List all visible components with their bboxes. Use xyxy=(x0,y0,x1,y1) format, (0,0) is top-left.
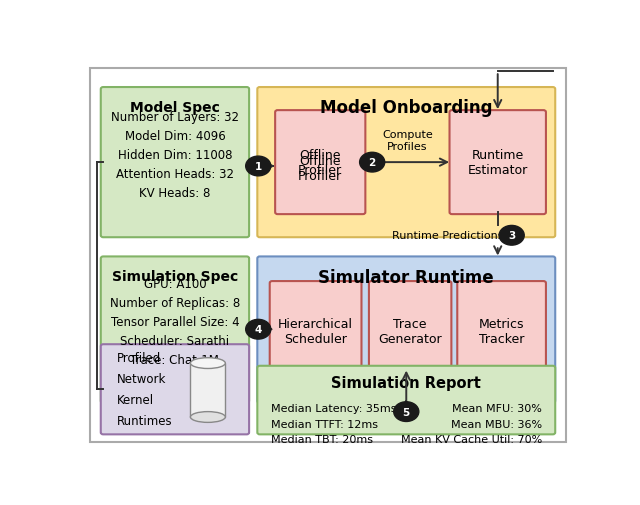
Circle shape xyxy=(246,157,271,176)
Ellipse shape xyxy=(191,412,225,423)
Text: 5: 5 xyxy=(403,407,410,417)
Text: Offline
Profiler: Offline Profiler xyxy=(298,155,342,183)
FancyBboxPatch shape xyxy=(90,68,566,442)
Ellipse shape xyxy=(191,358,225,369)
FancyBboxPatch shape xyxy=(275,111,365,215)
Text: Runtime Predictions: Runtime Predictions xyxy=(392,231,504,241)
Bar xyxy=(191,364,225,417)
Text: Simulation Report: Simulation Report xyxy=(332,376,481,391)
Text: Compute
Profiles: Compute Profiles xyxy=(382,130,433,152)
FancyBboxPatch shape xyxy=(100,88,249,238)
FancyBboxPatch shape xyxy=(457,281,546,381)
Text: Profiled
Network
Kernel
Runtimes: Profiled Network Kernel Runtimes xyxy=(117,351,173,427)
Text: Runtime
Estimator: Runtime Estimator xyxy=(468,149,528,177)
FancyBboxPatch shape xyxy=(257,88,556,238)
Text: Simulator Runtime: Simulator Runtime xyxy=(319,268,494,286)
FancyBboxPatch shape xyxy=(449,111,546,215)
Text: Hierarchical
Scheduler: Hierarchical Scheduler xyxy=(278,318,353,345)
Text: Offline
Profiler: Offline Profiler xyxy=(298,149,342,177)
Circle shape xyxy=(394,402,419,422)
FancyBboxPatch shape xyxy=(257,366,556,434)
Text: Simulation Spec: Simulation Spec xyxy=(112,270,238,284)
Text: Median Latency: 35ms
Median TTFT: 12ms
Median TBT: 20ms: Median Latency: 35ms Median TTFT: 12ms M… xyxy=(271,403,396,444)
Text: Number of Layers: 32
Model Dim: 4096
Hidden Dim: 11008
Attention Heads: 32
KV He: Number of Layers: 32 Model Dim: 4096 Hid… xyxy=(111,111,239,199)
Text: Mean MFU: 30%
Mean MBU: 36%
Mean KV Cache Util: 70%: Mean MFU: 30% Mean MBU: 36% Mean KV Cach… xyxy=(401,403,542,444)
FancyBboxPatch shape xyxy=(100,257,249,403)
Circle shape xyxy=(499,226,524,245)
Text: 3: 3 xyxy=(508,231,515,241)
FancyBboxPatch shape xyxy=(369,281,451,381)
Text: Model Spec: Model Spec xyxy=(130,100,220,115)
Text: 4: 4 xyxy=(255,325,262,334)
Text: 1: 1 xyxy=(255,162,262,172)
FancyBboxPatch shape xyxy=(100,344,249,434)
FancyBboxPatch shape xyxy=(269,281,362,381)
Circle shape xyxy=(360,153,385,173)
Text: Metrics
Tracker: Metrics Tracker xyxy=(479,318,524,345)
Text: Trace
Generator: Trace Generator xyxy=(378,318,442,345)
FancyBboxPatch shape xyxy=(257,257,556,403)
Text: 2: 2 xyxy=(369,158,376,168)
Text: Model Onboarding: Model Onboarding xyxy=(320,99,493,117)
Circle shape xyxy=(246,320,271,339)
Text: GPU: A100
Number of Replicas: 8
Tensor Parallel Size: 4
Scheduler: Sarathi
Trace: GPU: A100 Number of Replicas: 8 Tensor P… xyxy=(110,278,240,367)
